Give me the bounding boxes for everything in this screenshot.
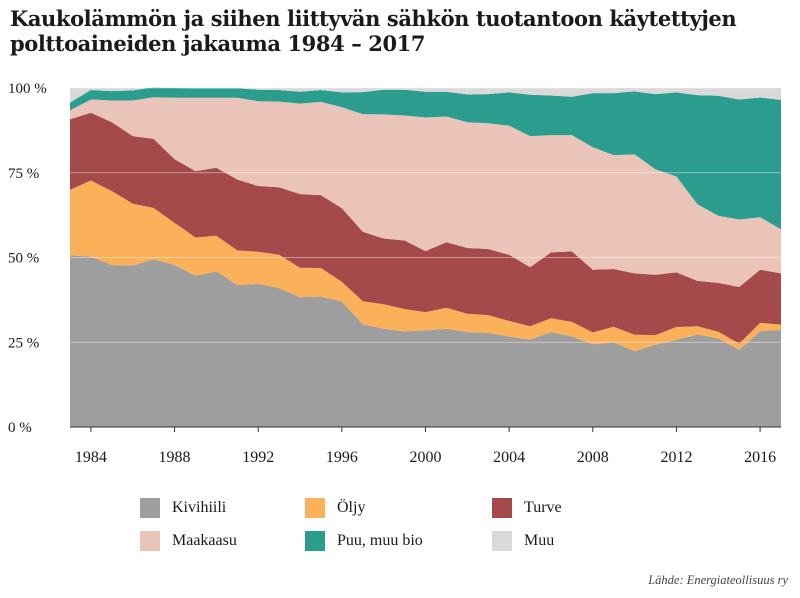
area-series-4 (70, 87, 781, 230)
legend-label: Turve (524, 499, 562, 516)
legend-swatch (492, 498, 512, 518)
y-tick-label: 75 % (8, 166, 39, 182)
legend-label: Muu (524, 532, 555, 549)
x-tick-label: 2004 (493, 449, 525, 466)
y-tick-label: 50 % (8, 251, 39, 267)
legend-swatch (140, 498, 160, 518)
x-tick-label: 1988 (159, 449, 191, 466)
legend-label: Kivihiili (172, 499, 227, 516)
legend-label: Maakaasu (172, 532, 237, 549)
x-tick-label: 1996 (326, 449, 358, 466)
y-tick-label: 0 % (8, 420, 32, 436)
area-series-1 (70, 180, 781, 352)
area-layers (70, 87, 781, 427)
legend-label: Puu, muu bio (337, 532, 423, 549)
x-tick-label: 1984 (75, 449, 107, 466)
gridlines (70, 87, 781, 428)
area-series-0 (70, 255, 781, 427)
x-tick-label: 2012 (660, 449, 692, 466)
x-axis: 1984 1988 1992 1996 2000 2004 2008 2012 2016 (75, 427, 776, 466)
legend-item: Kivihiili (140, 496, 226, 520)
legend-item: Muu (492, 529, 554, 553)
y-tick-label: 100 % (8, 81, 47, 97)
legend-item: Maakaasu (140, 529, 237, 553)
chart-title: Kaukolämmön ja siihen liittyvän sähkön t… (10, 6, 737, 56)
legend-swatch (305, 531, 325, 551)
legend-item: Puu, muu bio (305, 529, 423, 553)
area-series-5 (70, 87, 781, 103)
legend-swatch (492, 531, 512, 551)
area-series-3 (70, 97, 781, 287)
y-tick-label: 25 % (8, 335, 39, 351)
x-tick-label: 2016 (744, 449, 776, 466)
x-tick-label: 2008 (577, 449, 609, 466)
x-tick-label: 2000 (410, 449, 442, 466)
x-tick-label: 1992 (242, 449, 274, 466)
area-series-2 (70, 112, 781, 344)
legend-label: Öljy (337, 499, 366, 516)
source-note: Lähde: Energiateollisuus ry (648, 573, 788, 587)
legend-item: Turve (492, 496, 562, 520)
y-axis: 0 % 25 % 50 % 75 % 100 % (8, 81, 47, 436)
legend-swatch (305, 498, 325, 518)
legend-swatch (140, 531, 160, 551)
legend-item: Öljy (305, 496, 365, 520)
